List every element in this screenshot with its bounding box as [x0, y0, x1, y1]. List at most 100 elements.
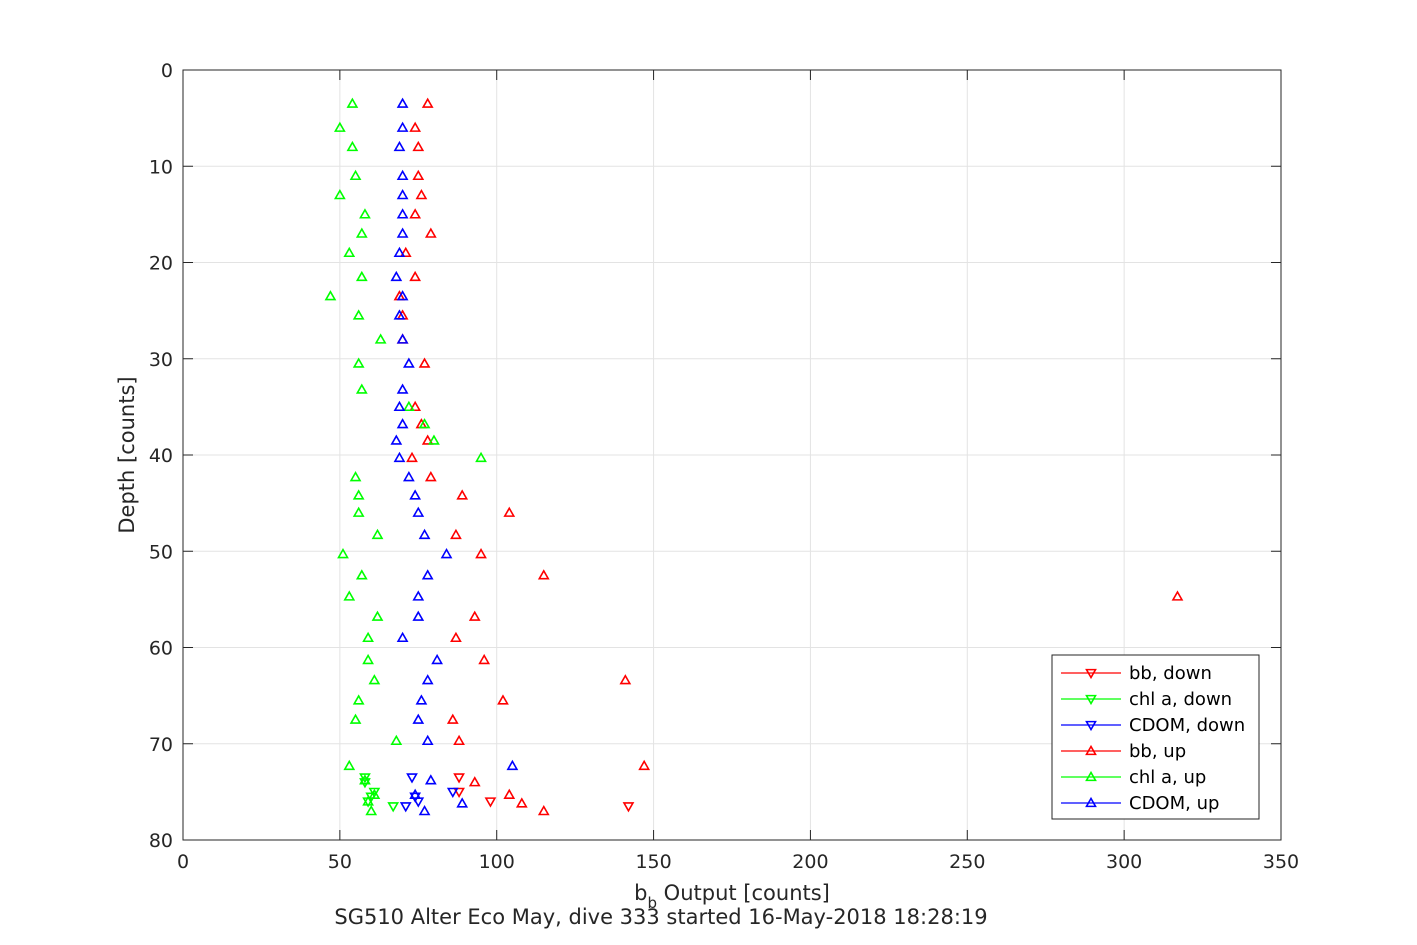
x-axis-ticks: 0 50 100 150 200 250 300 350 — [177, 70, 1299, 873]
data-point-series-4 — [428, 434, 440, 445]
data-point-series-4 — [352, 489, 365, 500]
data-point-series-3 — [406, 451, 418, 463]
data-point-series-5 — [409, 788, 422, 799]
data-point-series-4 — [352, 357, 365, 368]
legend: bb, down chl a, down CDOM, down bb, up chl a… — [1051, 654, 1260, 820]
data-point-series-1 — [359, 773, 371, 784]
data-point-series-3 — [409, 121, 422, 132]
data-point-series-4 — [343, 759, 356, 771]
data-point-series-3 — [450, 631, 462, 643]
legend-entry-label: chl a, up — [1129, 767, 1206, 788]
data-point-series-3 — [409, 270, 422, 282]
data-point-series-3 — [415, 189, 428, 200]
data-point-series-4 — [475, 451, 487, 463]
data-point-series-3 — [412, 140, 425, 152]
data-point-series-5 — [396, 227, 409, 238]
data-point-series-4 — [333, 189, 346, 200]
data-point-series-4 — [371, 610, 384, 621]
data-point-series-3 — [456, 489, 469, 500]
legend-entry-label: bb, down — [1129, 663, 1212, 684]
data-point-series-5 — [418, 805, 431, 816]
data-point-series-5 — [393, 309, 406, 320]
data-point-series-3 — [475, 548, 487, 559]
data-point-series-0 — [453, 773, 465, 784]
data-point-series-4 — [390, 734, 403, 746]
y-tick-label: 40 — [149, 445, 173, 467]
data-point-series-5 — [396, 208, 409, 219]
data-point-series-4 — [355, 270, 368, 282]
legend-marker — [1085, 720, 1097, 732]
legend-entry-label: chl a, down — [1129, 689, 1232, 710]
data-point-series-5 — [421, 674, 434, 685]
data-point-series-4 — [365, 805, 378, 816]
data-point-series-4 — [349, 169, 362, 181]
data-point-series-3 — [537, 569, 550, 580]
data-point-series-3 — [619, 674, 632, 685]
data-point-series-4 — [337, 548, 349, 559]
data-point-series-0 — [622, 802, 635, 813]
legend-marker — [1085, 744, 1097, 756]
data-point-series-5 — [402, 471, 415, 482]
data-point-series-5 — [396, 97, 409, 108]
data-point-series-5 — [393, 246, 406, 258]
data-point-series-4 — [368, 788, 381, 799]
data-points — [324, 97, 1184, 816]
data-point-series-3 — [468, 610, 481, 621]
y-tick-label: 70 — [149, 734, 173, 756]
data-point-series-5 — [393, 140, 406, 152]
data-point-series-0 — [453, 787, 465, 798]
legend-entry-label: CDOM, up — [1129, 793, 1219, 814]
x-tick-label: 50 — [328, 851, 352, 873]
data-point-series-5 — [402, 357, 415, 368]
data-point-series-3 — [453, 734, 465, 746]
data-point-series-3 — [515, 797, 528, 808]
data-point-series-3 — [1171, 590, 1184, 601]
data-point-series-1 — [359, 778, 371, 789]
data-point-series-4 — [355, 569, 368, 580]
data-point-series-3 — [503, 788, 516, 799]
data-point-series-3 — [409, 208, 422, 219]
data-point-series-1 — [387, 802, 400, 813]
data-point-series-3 — [418, 357, 431, 368]
data-point-series-4 — [343, 590, 356, 601]
data-point-series-5 — [431, 653, 443, 665]
data-point-series-4 — [352, 506, 365, 517]
y-tick-label: 80 — [149, 830, 173, 852]
data-point-series-4 — [355, 227, 368, 238]
legend-marker — [1085, 694, 1097, 706]
data-point-series-5 — [409, 489, 422, 500]
data-point-series-4 — [359, 774, 371, 785]
y-axis-ticks: 0 10 20 30 40 50 60 70 80 — [149, 60, 1281, 852]
x-tick-label: 0 — [177, 851, 189, 873]
data-point-series-3 — [446, 713, 459, 724]
data-point-series-5 — [390, 434, 403, 445]
data-point-series-5 — [440, 548, 453, 559]
data-point-series-4 — [362, 653, 374, 665]
data-point-series-4 — [343, 246, 356, 258]
data-point-series-4 — [349, 471, 362, 482]
legend-marker — [1085, 770, 1097, 782]
data-point-series-5 — [412, 610, 425, 621]
chart-caption: SG510 Alter Eco May, dive 333 started 16… — [334, 905, 987, 929]
data-point-series-4 — [355, 383, 368, 394]
legend-entry-label: CDOM, down — [1129, 715, 1245, 736]
data-point-series-5 — [412, 506, 425, 517]
data-point-series-3 — [424, 471, 437, 482]
data-point-series-3 — [412, 169, 425, 181]
data-point-series-5 — [393, 400, 406, 412]
y-tick-label: 0 — [161, 60, 173, 82]
data-point-series-3 — [450, 528, 462, 540]
legend-entry-label: bb, up — [1129, 741, 1186, 762]
legend-marker — [1085, 668, 1097, 680]
data-point-series-3 — [468, 776, 481, 787]
data-point-series-5 — [396, 121, 409, 132]
data-point-series-4 — [362, 631, 374, 643]
y-tick-label: 50 — [149, 541, 173, 563]
data-point-series-4 — [346, 140, 359, 152]
data-point-series-4 — [346, 97, 359, 108]
data-point-series-5 — [421, 734, 434, 746]
data-point-series-5 — [396, 383, 409, 394]
data-point-series-5 — [396, 418, 409, 429]
data-point-series-3 — [503, 506, 516, 517]
